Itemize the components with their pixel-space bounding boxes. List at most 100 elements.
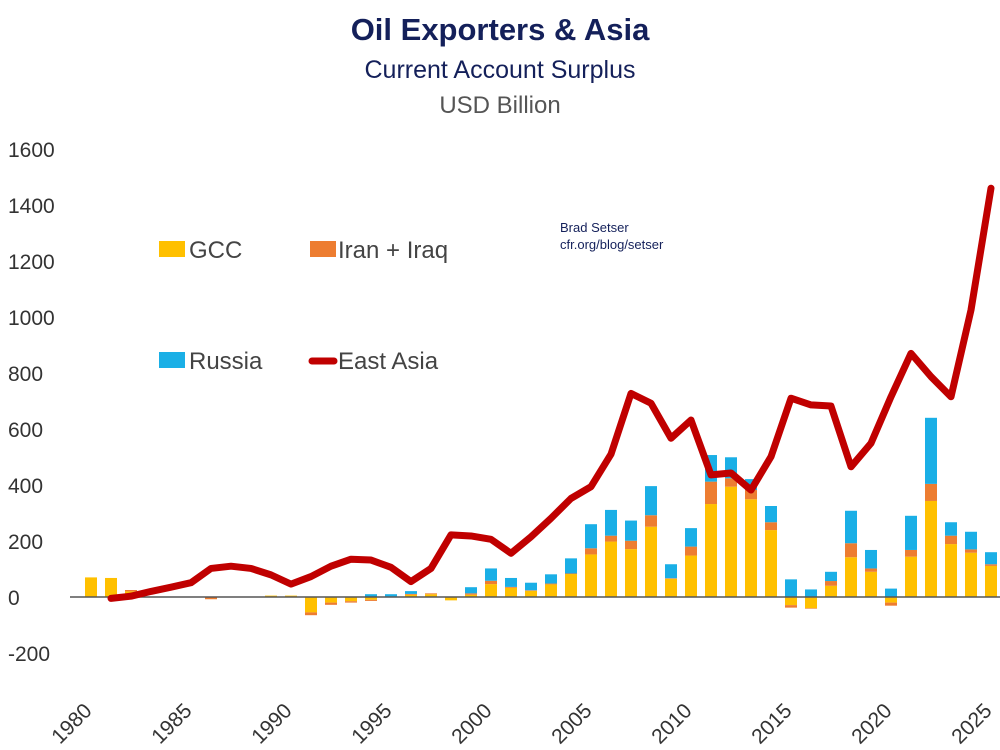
y-tick-label: 1000 xyxy=(8,307,55,330)
bar-gcc-2004 xyxy=(565,574,577,597)
y-tick-label: 1400 xyxy=(8,195,55,218)
bar-russia-2007 xyxy=(625,520,637,541)
bar-russia-2020 xyxy=(885,588,897,597)
bar-gcc-2000 xyxy=(485,584,497,597)
bar-gcc-2009 xyxy=(665,578,677,597)
bar-iran-iraq-1994 xyxy=(365,599,377,601)
x-tick-label: 1980 xyxy=(47,699,96,748)
bar-iran-iraq-2006 xyxy=(605,535,617,542)
bar-iran-iraq-1999 xyxy=(465,593,477,595)
bar-gcc-1981 xyxy=(105,577,117,597)
bar-gcc-2019 xyxy=(865,571,877,597)
bar-iran-iraq-2011 xyxy=(705,481,717,505)
bar-russia-2022 xyxy=(925,417,937,484)
y-tick-label: 800 xyxy=(8,363,43,386)
bar-iran-iraq-2025 xyxy=(985,564,997,566)
bar-russia-2024 xyxy=(965,531,977,550)
legend-swatch-iran-iraq xyxy=(310,241,336,257)
bar-iran-iraq-2015 xyxy=(785,605,797,608)
bar-gcc-2001 xyxy=(505,587,517,597)
bar-gcc-1991 xyxy=(305,597,317,613)
line-east-asia xyxy=(107,184,995,602)
legend-label-east-asia: East Asia xyxy=(338,348,439,375)
bar-russia-2009 xyxy=(665,564,677,579)
bar-iran-iraq-2008 xyxy=(645,515,657,527)
bar-gcc-2011 xyxy=(705,504,717,597)
legend-label-iran-iraq: Iran + Iraq xyxy=(338,237,448,264)
bar-gcc-2005 xyxy=(585,554,597,597)
bar-russia-2015 xyxy=(785,579,797,597)
x-tick-label: 2005 xyxy=(547,699,596,748)
legend-swatch-gcc xyxy=(159,241,185,257)
bar-russia-2025 xyxy=(985,552,997,565)
bar-iran-iraq-2001 xyxy=(505,586,517,588)
x-tick-label: 2000 xyxy=(447,699,496,748)
bar-iran-iraq-2023 xyxy=(945,535,957,545)
bar-russia-2018 xyxy=(845,510,857,544)
x-tick-label: 2015 xyxy=(747,699,796,748)
bar-gcc-1993 xyxy=(345,597,357,602)
bar-gcc-2013 xyxy=(745,499,757,597)
bar-gcc-1994 xyxy=(365,597,377,600)
bar-russia-2003 xyxy=(545,574,557,584)
bar-russia-2017 xyxy=(825,571,837,582)
bars-layer xyxy=(85,417,997,616)
chart-subtitle: Current Account Surplus xyxy=(364,56,636,84)
bar-russia-2016 xyxy=(805,589,817,597)
bar-iran-iraq-2014 xyxy=(765,522,777,531)
bar-iran-iraq-1991 xyxy=(305,612,317,616)
bar-russia-1995 xyxy=(385,594,397,597)
bar-gcc-1992 xyxy=(325,597,337,603)
bar-russia-1996 xyxy=(405,591,417,594)
bar-russia-2005 xyxy=(585,524,597,549)
bar-russia-2010 xyxy=(685,528,697,547)
bar-iran-iraq-1982 xyxy=(125,590,137,592)
bar-iran-iraq-2009 xyxy=(665,578,677,579)
bar-gcc-2012 xyxy=(725,486,737,597)
x-ticks: 1980 1985 1990 1995 2000 2005 2010 2015 2020 2025 xyxy=(47,699,996,748)
bar-russia-2021 xyxy=(905,515,917,550)
bar-russia-2023 xyxy=(945,522,957,536)
bar-iran-iraq-1986 xyxy=(205,597,217,600)
line-layer xyxy=(107,184,995,602)
bar-iran-iraq-1996 xyxy=(405,593,417,595)
bar-iran-iraq-2019 xyxy=(865,568,877,572)
bar-russia-1999 xyxy=(465,587,477,594)
bar-iran-iraq-2021 xyxy=(905,549,917,557)
y-axis-unit-label: USD Billion xyxy=(439,92,561,119)
bar-gcc-1998 xyxy=(445,597,457,601)
bar-iran-iraq-2012 xyxy=(725,478,737,487)
x-tick-label: 1985 xyxy=(147,699,196,748)
y-tick-label: 600 xyxy=(8,419,43,442)
bar-gcc-2003 xyxy=(545,584,557,597)
bar-iran-iraq-2018 xyxy=(845,543,857,558)
x-tick-label: 2025 xyxy=(947,699,996,748)
bar-iran-iraq-2000 xyxy=(485,580,497,585)
x-tick-label: 2020 xyxy=(847,699,896,748)
x-tick-label: 1995 xyxy=(347,699,396,748)
legend-label-russia: Russia xyxy=(189,348,263,375)
bar-gcc-2014 xyxy=(765,530,777,597)
bar-gcc-2006 xyxy=(605,541,617,597)
legend-swatch-russia xyxy=(159,352,185,368)
y-ticks: -200 0 200 400 600 800 1000 1200 1400 1600 xyxy=(8,139,55,666)
bar-russia-1994 xyxy=(365,594,377,597)
bar-iran-iraq-1993 xyxy=(345,601,357,603)
x-tick-label: 1990 xyxy=(247,699,296,748)
bar-iran-iraq-2022 xyxy=(925,483,937,501)
legend-label-gcc: GCC xyxy=(189,237,242,264)
bar-gcc-2025 xyxy=(985,565,997,597)
bar-gcc-2018 xyxy=(845,557,857,597)
bar-gcc-2021 xyxy=(905,556,917,597)
bar-russia-2019 xyxy=(865,549,877,569)
x-tick-label: 2010 xyxy=(647,699,696,748)
legend: GCC Iran + Iraq Russia East Asia xyxy=(159,237,448,375)
bar-gcc-2008 xyxy=(645,526,657,597)
bar-russia-2006 xyxy=(605,509,617,536)
bar-gcc-2022 xyxy=(925,500,937,597)
bar-iran-iraq-2003 xyxy=(545,583,557,585)
bar-iran-iraq-2004 xyxy=(565,573,577,575)
y-tick-label: 400 xyxy=(8,475,43,498)
bar-gcc-2017 xyxy=(825,585,837,597)
